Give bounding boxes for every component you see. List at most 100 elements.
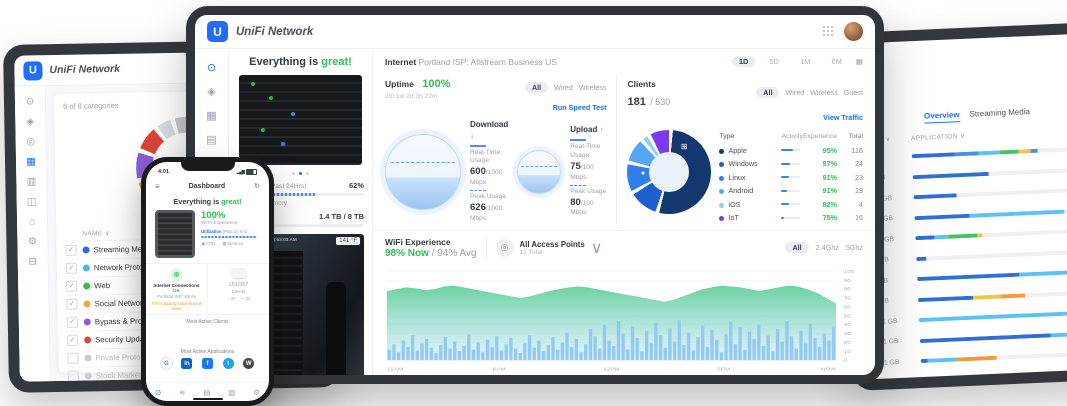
clients-card[interactable]: 151/367 Clients ◌ 47 ⌁ 24 — [208, 264, 269, 314]
row-checkbox[interactable]: ✓ — [65, 244, 77, 256]
media-icon[interactable]: ◫ — [26, 196, 37, 208]
home-icon[interactable]: ⌂ — [28, 216, 36, 228]
client-type-row: Apple 95% 116 — [719, 144, 863, 158]
twitter-icon[interactable]: t — [222, 358, 234, 369]
tab-all[interactable]: All — [524, 81, 549, 93]
page-title: Dashboard — [188, 182, 226, 190]
row-checkbox[interactable]: ✓ — [66, 298, 78, 310]
console-card[interactable]: 100% Wi-Fi Experience Utilization (Past … — [146, 210, 269, 258]
help-icon[interactable]: ⊟ — [28, 256, 38, 268]
range-1m[interactable]: 1M — [800, 57, 811, 66]
row-checkbox[interactable]: ✓ — [67, 334, 79, 346]
tab-all[interactable]: All — [756, 86, 780, 98]
internet-label: Internet — [385, 56, 417, 67]
app-title: UniFi Network — [49, 62, 121, 77]
wifi-experience-value: 100% — [201, 210, 226, 221]
view-traffic-link[interactable]: View Traffic — [823, 113, 863, 122]
tab-24ghz[interactable]: 2.4Ghz — [815, 243, 839, 252]
row-checkbox[interactable] — [67, 370, 79, 382]
isp-name: Portland ISP: Xfinity — [156, 294, 197, 299]
linkedin-icon[interactable]: in — [181, 358, 193, 369]
avatar[interactable] — [844, 22, 863, 41]
calendar-icon[interactable]: ▦ — [855, 57, 863, 66]
utilization-link[interactable]: Utilization — [201, 229, 222, 234]
settings-icon[interactable]: ⚙ — [253, 387, 261, 397]
tab-wireless[interactable]: Wireless — [578, 82, 607, 92]
range-1d[interactable]: 1D — [731, 56, 756, 67]
clients-table-header: Type Activity Experience Total — [719, 133, 863, 141]
carousel-dots[interactable] — [237, 172, 364, 175]
devices-icon[interactable]: ◈ — [207, 86, 216, 98]
clients-icon[interactable]: ◎ — [26, 136, 36, 148]
devices-icon[interactable]: ◈ — [26, 116, 35, 128]
row-checkbox[interactable]: ✓ — [66, 280, 78, 292]
apps-grid-icon[interactable] — [823, 26, 834, 37]
google-icon[interactable]: G — [160, 358, 172, 369]
statistics-icon[interactable]: ▥ — [228, 387, 236, 397]
active-client-thumb[interactable] — [221, 327, 236, 345]
center-tablet-device: U UniFi Network ⊙◈▦▤⊞▥◫⚙ Everything is g… — [186, 6, 884, 384]
dashboard-icon[interactable]: ⊙ — [154, 387, 162, 397]
unifi-logo: U — [207, 21, 228, 42]
client-type-row: Windows 97% 24 — [719, 157, 863, 171]
tab-overview[interactable]: Overview — [923, 110, 960, 124]
svg-text:0: 0 — [844, 358, 847, 363]
clients-panel: Clients 181 / 530 All Wired Wireless Gue… — [617, 74, 863, 225]
statistics-icon[interactable]: ▦ — [26, 156, 36, 168]
most-active-clients-title: Most Active Clients — [186, 319, 229, 325]
internet-card[interactable]: ⊕ Internet Connections OK Portland ISP: … — [146, 264, 208, 314]
capacity-note: 70% Capacity used at peak times — [151, 301, 202, 311]
wifi-experience-label: Wi-Fi Experience — [201, 221, 238, 226]
dashboard-icon[interactable]: ⊙ — [25, 96, 35, 108]
access-points-dropdown[interactable]: ◎ All Access Points 12 Total ∨ — [495, 238, 602, 258]
svg-text:70: 70 — [844, 296, 851, 301]
tab-streaming-media[interactable]: Streaming Media — [969, 107, 1031, 119]
svg-text:100: 100 — [844, 269, 854, 274]
row-checkbox[interactable]: ✓ — [66, 316, 78, 328]
tab-5ghz[interactable]: 5Ghz — [845, 243, 863, 252]
tab-guest[interactable]: Guest — [843, 87, 863, 97]
insights-icon[interactable]: ▥ — [26, 176, 37, 188]
rack-photo — [239, 75, 362, 165]
settings-icon[interactable]: ⚙ — [27, 236, 38, 248]
application-bar — [912, 164, 1067, 179]
wireless-count: ⌁ 24 — [241, 296, 251, 301]
clients-icon[interactable]: ▦ — [206, 110, 217, 122]
facebook-icon[interactable]: f — [201, 358, 213, 369]
clients-donut-chart: ⊞ ● — [627, 130, 712, 214]
dashboard-icon[interactable]: ⊙ — [206, 62, 217, 74]
range-6m[interactable]: 6M — [831, 57, 842, 66]
row-checkbox[interactable] — [67, 352, 79, 364]
wifi-avg: / 94% Avg — [431, 247, 477, 259]
row-checkbox[interactable]: ✓ — [65, 262, 77, 274]
most-active-applications-title: Most Active Applications — [180, 349, 235, 355]
tab-wireless[interactable]: Wireless — [810, 87, 838, 97]
tab-wired[interactable]: Wired — [785, 87, 805, 97]
download-stats: Download ↓ Real-Time Usage 600/1000 Mbps… — [470, 120, 509, 222]
active-client-thumb[interactable] — [179, 327, 194, 345]
active-client-thumb[interactable] — [157, 327, 172, 345]
devices-icon[interactable]: ≋ — [179, 387, 186, 397]
clients-icon[interactable]: ▤ — [203, 387, 211, 397]
home-indicator — [192, 397, 223, 400]
client-type-row: Linux 91% 23 — [719, 171, 863, 185]
tab-all[interactable]: All — [785, 242, 809, 253]
upload-stats: Upload ↑ Real-Time Usage 75/100 Mbps Pea… — [570, 125, 607, 217]
clients-label: Clients — [627, 79, 656, 89]
phone-bottom-nav: ⊙ ≋ ▤ ▥ ⚙ — [146, 382, 269, 401]
hamburger-menu-icon[interactable]: ≡ — [155, 181, 160, 191]
globe-icon: ⊕ — [170, 268, 183, 281]
tab-wired[interactable]: Wired — [554, 82, 573, 92]
refresh-icon[interactable]: ↻ — [254, 183, 260, 190]
upload-realtime-label: Real-Time Usage — [570, 143, 601, 160]
run-speed-test-link[interactable]: Run Speed Test — [552, 103, 607, 112]
svg-text:50: 50 — [844, 313, 851, 318]
insights-icon[interactable]: ▤ — [206, 134, 217, 146]
name-column-header[interactable]: NAME ∨ — [82, 230, 111, 238]
active-client-thumb[interactable] — [243, 327, 258, 345]
utilization-bar — [201, 236, 257, 238]
upload-peak-label: Peak Usage — [570, 187, 607, 195]
range-5d[interactable]: 5D — [769, 57, 780, 66]
wordpress-icon[interactable]: W — [243, 358, 255, 369]
active-client-thumb[interactable] — [200, 327, 215, 345]
